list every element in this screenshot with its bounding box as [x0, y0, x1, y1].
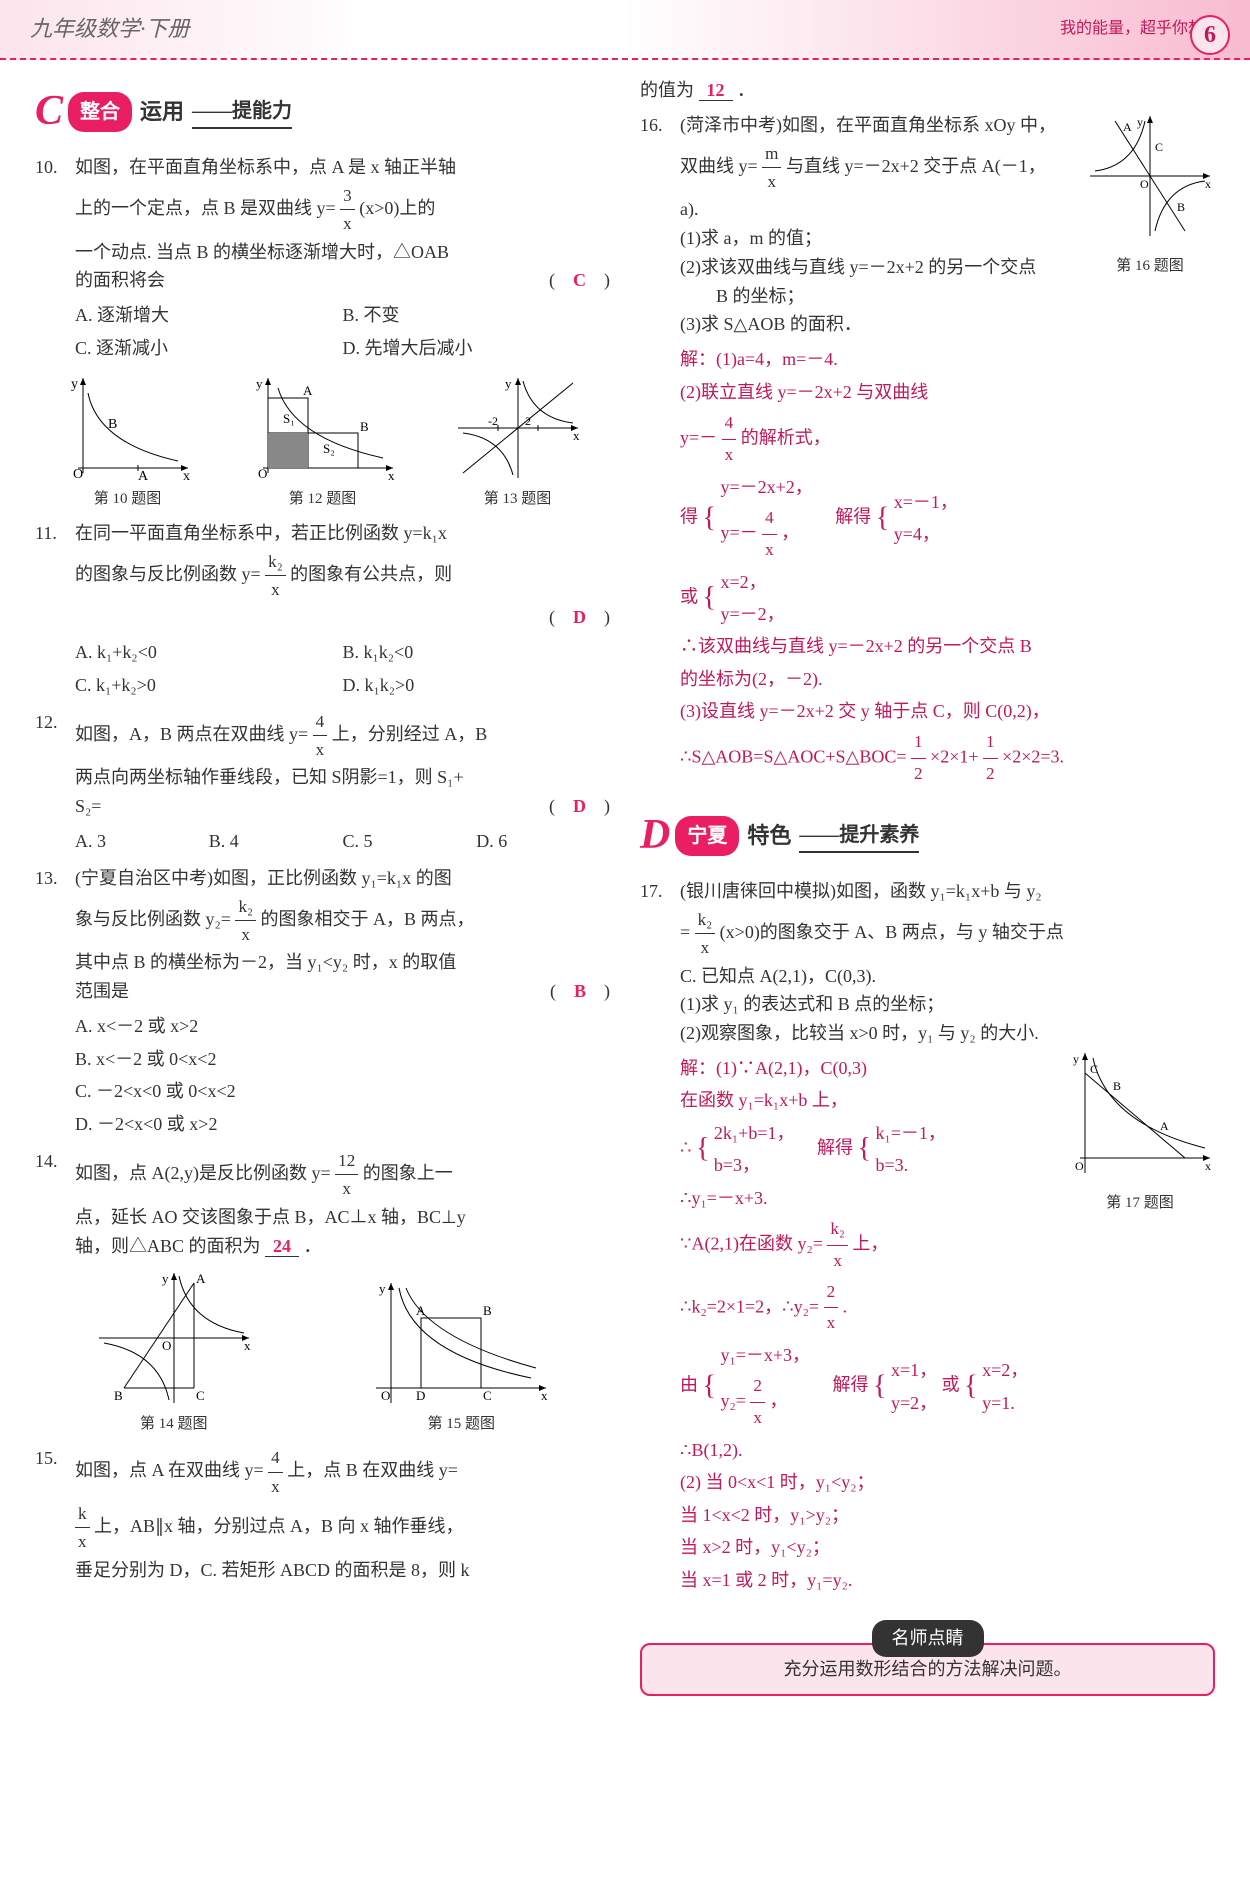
- problem-17: 17. (银川唐徕回中模拟)如图，函数 y₁=k₁x+b 与 y₂ = k₂x …: [640, 877, 1215, 1600]
- right-column: 的值为 12 ． 16. A C B O x y 第 16 题图: [625, 70, 1230, 1716]
- problem-15: 15. 如图，点 A 在双曲线 y= 4x 上，点 B 在双曲线 y= kx 上…: [35, 1444, 610, 1584]
- figs-row-2: A B C O x y 第 14 题图 A B D C: [35, 1268, 610, 1436]
- fig-13: -2 2 x y 第 13 题图: [453, 373, 583, 511]
- content: C 整合 运用 ——提能力 10. 如图，在平面直角坐标系中，点 A 是 x 轴…: [0, 60, 1250, 1726]
- fig-10: B O A x y 第 10 题图: [63, 373, 193, 511]
- p10-optB: B. 不变: [343, 299, 611, 332]
- svg-text:A: A: [416, 1303, 426, 1318]
- p10-line1: 如图，在平面直角坐标系中，点 A 是 x 轴正半轴: [75, 153, 610, 182]
- teacher-tip-badge: 名师点睛: [872, 1620, 984, 1657]
- p16-solution: 解：(1)a=4，m=－4. (2)联立直线 y=－2x+2 与双曲线 y=－ …: [680, 343, 1215, 790]
- svg-text:B: B: [114, 1388, 123, 1403]
- svg-text:x: x: [573, 428, 580, 443]
- svg-text:A: A: [1123, 120, 1132, 134]
- svg-text:O: O: [162, 1338, 171, 1353]
- svg-text:2: 2: [525, 414, 531, 428]
- svg-text:C: C: [196, 1388, 205, 1403]
- svg-text:C: C: [1155, 140, 1163, 154]
- problem-10: 10. 如图，在平面直角坐标系中，点 A 是 x 轴正半轴 上的一个定点，点 B…: [35, 153, 610, 365]
- problem-14: 14. 如图，点 A(2,y)是反比例函数 y= 12x 的图象上一 点，延长 …: [35, 1147, 610, 1260]
- svg-text:x: x: [541, 1388, 548, 1403]
- problem-11: 11. 在同一平面直角坐标系中，若正比例函数 y=k₁x 的图象与反比例函数 y…: [35, 519, 610, 702]
- svg-text:x: x: [1205, 177, 1211, 191]
- svg-text:B: B: [483, 1303, 492, 1318]
- svg-text:A: A: [196, 1271, 206, 1286]
- p15-cont: 的值为 12 ．: [640, 76, 1215, 105]
- svg-text:-2: -2: [488, 414, 498, 428]
- page-header: 九年级数学·下册 我的能量，超乎你想象: [0, 0, 1250, 60]
- left-column: C 整合 运用 ——提能力 10. 如图，在平面直角坐标系中，点 A 是 x 轴…: [20, 70, 625, 1716]
- p10-optA: A. 逐渐增大: [75, 299, 343, 332]
- svg-text:A: A: [1160, 1119, 1169, 1133]
- svg-text:A: A: [303, 383, 313, 398]
- figs-row-1: B O A x y 第 10 题图 A S₁ S₂: [35, 373, 610, 511]
- page-number: 6: [1190, 15, 1230, 55]
- svg-text:O: O: [1075, 1159, 1084, 1173]
- problem-16: 16. A C B O x y 第 16 题图 (菏泽市中考)如图，在平面直角坐…: [640, 111, 1215, 794]
- fig-12: A S₁ S₂ B O x y 第 12 题图: [248, 373, 398, 511]
- svg-text:D: D: [416, 1388, 425, 1403]
- problem-13: 13. (宁夏自治区中考)如图，正比例函数 y₁=k₁x 的图 象与反比例函数 …: [35, 864, 610, 1141]
- svg-text:B: B: [108, 417, 117, 432]
- svg-text:y: y: [1073, 1052, 1079, 1066]
- section-c-letter: C: [35, 78, 63, 145]
- section-c-tail: ——提能力: [192, 95, 292, 129]
- svg-text:C: C: [483, 1388, 492, 1403]
- header-left: 九年级数学·下册: [30, 11, 190, 46]
- svg-text:y: y: [256, 376, 263, 391]
- p10-optD: D. 先增大后减小: [343, 332, 611, 365]
- svg-text:y: y: [505, 376, 512, 391]
- teacher-tip: 名师点睛 充分运用数形结合的方法解决问题。: [640, 1620, 1215, 1696]
- svg-text:y: y: [379, 1281, 386, 1296]
- section-d-title: D 宁夏 特色 ——提升素养: [640, 802, 1215, 869]
- svg-text:B: B: [1113, 1079, 1121, 1093]
- p10-line4: 的面积将会 ( C ): [75, 266, 610, 295]
- p10-optC: C. 逐渐减小: [75, 332, 343, 365]
- svg-text:O: O: [73, 467, 83, 482]
- svg-text:x: x: [1205, 1159, 1211, 1173]
- problem-12: 12. 如图，A，B 两点在双曲线 y= 4x 上，分别经过 A，B 两点向两坐…: [35, 708, 610, 858]
- fig-17: C B A O x y 第 17 题图: [1065, 1048, 1215, 1215]
- svg-text:y: y: [1137, 115, 1143, 129]
- fig-16: A C B O x y 第 16 题图: [1085, 111, 1215, 278]
- section-c-sub: 运用: [140, 94, 184, 129]
- fig-15: A B D C O x y 第 15 题图: [371, 1278, 551, 1436]
- svg-text:x: x: [388, 468, 395, 483]
- svg-text:O: O: [381, 1388, 390, 1403]
- p10-num: 10.: [35, 153, 58, 182]
- svg-text:A: A: [138, 469, 149, 483]
- svg-text:B: B: [360, 419, 369, 434]
- p10-line3: 一个动点. 当点 B 的横坐标逐渐增大时，△OAB: [75, 238, 610, 267]
- section-c-badge: 整合: [68, 92, 132, 132]
- svg-text:y: y: [162, 1271, 169, 1286]
- svg-text:C: C: [1090, 1062, 1098, 1076]
- svg-text:y: y: [71, 377, 78, 392]
- svg-text:O: O: [258, 466, 267, 481]
- fig-14: A B C O x y 第 14 题图: [94, 1268, 254, 1436]
- svg-text:S₁: S₁: [283, 411, 295, 426]
- section-c-title: C 整合 运用 ——提能力: [35, 78, 610, 145]
- svg-text:O: O: [1140, 177, 1149, 191]
- p10-line2: 上的一个定点，点 B 是双曲线 y= 3x (x>0)上的: [75, 182, 610, 238]
- svg-text:S₂: S₂: [323, 441, 335, 456]
- svg-text:B: B: [1177, 200, 1185, 214]
- svg-text:x: x: [183, 469, 190, 483]
- svg-text:x: x: [244, 1338, 251, 1353]
